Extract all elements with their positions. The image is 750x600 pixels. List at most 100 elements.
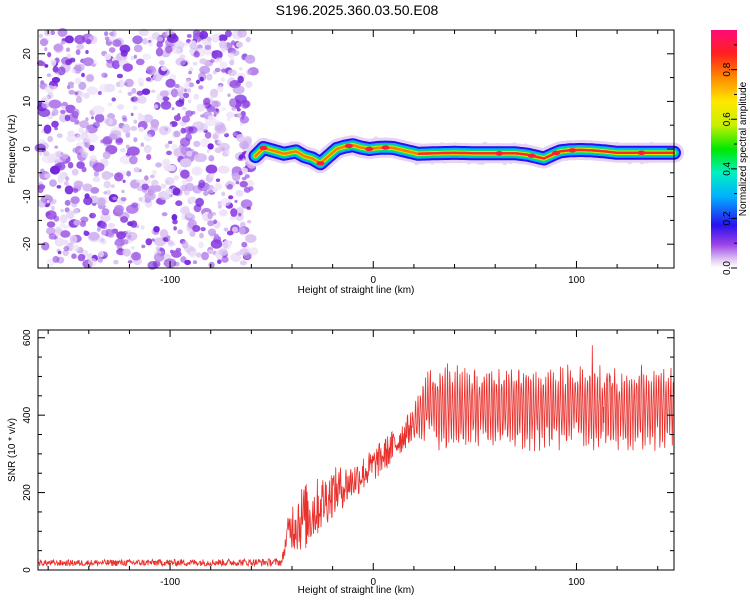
noise-blob <box>248 186 254 192</box>
noise-blob <box>172 219 178 225</box>
noise-blob <box>218 34 228 42</box>
noise-blob <box>221 256 229 263</box>
noise-blob <box>89 212 96 219</box>
noise-blob <box>207 184 215 194</box>
noise-blob <box>173 47 181 55</box>
noise-blob <box>160 183 167 189</box>
noise-blob <box>59 222 66 228</box>
noise-blob <box>241 167 248 173</box>
noise-blob <box>107 222 115 229</box>
noise-blob <box>168 140 173 145</box>
noise-blob <box>125 131 131 138</box>
noise-blob <box>139 82 144 87</box>
noise-blob <box>162 100 169 106</box>
noise-blob <box>57 27 68 37</box>
noise-blob <box>46 200 50 204</box>
noise-blob <box>209 88 219 99</box>
noise-blob <box>92 162 105 172</box>
noise-blob <box>86 86 98 95</box>
noise-blob <box>196 103 206 112</box>
noise-blob <box>146 154 152 161</box>
noise-blob <box>133 54 137 59</box>
noise-blob <box>226 183 233 190</box>
noise-blob <box>198 179 206 189</box>
x-tick-label: -100 <box>160 275 180 286</box>
noise-blob <box>65 59 72 66</box>
noise-blob <box>243 251 252 260</box>
noise-blob <box>126 204 139 214</box>
noise-blob <box>71 253 77 259</box>
ridge-peak <box>495 151 504 156</box>
noise-blob <box>199 76 204 82</box>
noise-blob <box>237 75 244 84</box>
noise-blob <box>137 95 147 104</box>
noise-blob <box>75 119 80 125</box>
ridge-peak <box>316 161 325 166</box>
noise-blob <box>175 200 183 207</box>
noise-blob <box>211 33 220 43</box>
noise-blob <box>88 231 100 241</box>
spectrogram-xlabel: Height of straight line (km) <box>298 285 415 296</box>
noise-blob <box>41 241 50 251</box>
noise-blob <box>237 29 247 38</box>
noise-blob <box>225 182 229 186</box>
noise-blob <box>78 127 84 134</box>
noise-blob <box>207 220 215 227</box>
noise-blob <box>226 116 231 122</box>
noise-blob <box>116 231 127 240</box>
noise-blob <box>39 168 45 174</box>
noise-blob <box>76 161 85 169</box>
noise-blob <box>145 77 152 82</box>
snr-axes: -100 0 100 0 200 400 600 <box>22 329 674 588</box>
noise-blob <box>79 220 87 227</box>
noise-blob <box>86 133 99 143</box>
noise-blob <box>140 142 145 147</box>
noise-blob <box>196 38 201 43</box>
noise-blob <box>121 189 125 194</box>
x-tick-label: -100 <box>160 577 180 588</box>
noise-blob <box>217 259 222 265</box>
noise-blob <box>193 140 201 148</box>
noise-blob <box>129 155 138 165</box>
noise-blob <box>104 117 113 126</box>
noise-blob <box>101 229 107 236</box>
noise-blob <box>183 82 190 89</box>
noise-blob <box>184 42 189 46</box>
noise-blob <box>246 206 251 210</box>
noise-blob <box>81 166 87 173</box>
noise-blob <box>82 183 93 192</box>
noise-blob <box>232 132 238 137</box>
x-tick-label: 100 <box>568 275 585 286</box>
noise-blob <box>75 134 83 142</box>
noise-blob <box>78 81 87 90</box>
noise-blob <box>192 260 198 265</box>
noise-blob <box>188 82 195 88</box>
noise-blob <box>230 40 236 46</box>
noise-blob <box>130 246 135 250</box>
noise-blob <box>47 92 54 99</box>
noise-blob <box>44 85 55 93</box>
noise-blob <box>240 110 246 117</box>
noise-blob <box>156 41 163 48</box>
noise-blob <box>73 219 81 226</box>
spectrogram-ylabel: Frequency (Hz) <box>7 115 18 184</box>
noise-blob <box>142 38 149 45</box>
noise-blob <box>189 43 198 50</box>
noise-blob <box>210 239 223 249</box>
noise-blob <box>229 98 237 108</box>
noise-blob <box>64 35 74 44</box>
noise-blob <box>124 82 128 86</box>
noise-blob <box>88 144 95 152</box>
noise-blob <box>198 241 204 249</box>
noise-blob <box>51 76 61 84</box>
noise-blob <box>173 175 180 181</box>
noise-blob <box>48 233 57 240</box>
noise-blob <box>241 241 248 248</box>
noise-blob <box>221 191 226 197</box>
noise-blob <box>122 117 128 122</box>
noise-blob <box>162 158 171 165</box>
noise-blob <box>165 78 176 88</box>
noise-blob <box>170 88 179 98</box>
noise-blob <box>91 63 96 67</box>
